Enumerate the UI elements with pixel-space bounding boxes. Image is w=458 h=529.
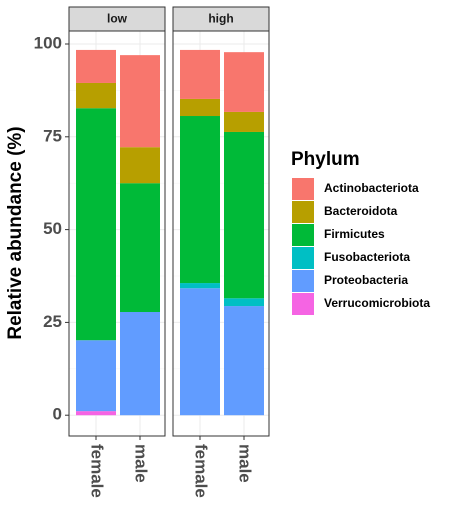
bar-segment <box>180 283 220 289</box>
bar-segment <box>76 49 116 83</box>
bar-segment <box>120 312 160 416</box>
panel-strip <box>172 6 270 32</box>
legend-label: Verrucomicrobiota <box>324 296 430 310</box>
facet-label: high <box>208 12 233 26</box>
y-tick-label: 75 <box>43 126 62 145</box>
legend-label: Fusobacteriota <box>324 250 410 264</box>
y-axis-label: Relative abundance (%) <box>5 126 26 339</box>
bar-segment <box>120 147 160 184</box>
legend-label: Actinobacteriota <box>324 181 419 195</box>
y-tick-label: 100 <box>34 33 62 52</box>
x-tick-label: female <box>88 444 107 498</box>
x-tick-label: male <box>236 444 255 483</box>
bar-segment <box>224 306 264 416</box>
bar-segment <box>180 98 220 117</box>
bar-segment <box>180 288 220 416</box>
legend-key <box>292 224 314 246</box>
legend-key <box>292 247 314 269</box>
legend-label: Firmicutes <box>324 227 385 241</box>
bar-segment <box>224 111 264 132</box>
bar-segment <box>76 411 116 416</box>
y-tick-label: 50 <box>43 219 62 238</box>
x-tick-label: male <box>132 444 151 483</box>
bar-segment <box>224 298 264 307</box>
bar-segment <box>120 183 160 313</box>
panel-border <box>172 30 270 437</box>
panel-border <box>68 30 166 437</box>
legend-key <box>292 270 314 292</box>
bar-segment <box>180 116 220 284</box>
bar-segment <box>224 52 264 112</box>
y-tick-label: 0 <box>53 405 62 424</box>
legend-title: Phylum <box>291 149 360 170</box>
bar-segment <box>180 49 220 99</box>
x-tick-label: female <box>192 444 211 498</box>
legend-label: Proteobacteria <box>324 273 408 287</box>
legend-key <box>292 201 314 223</box>
panel-strip <box>68 6 166 32</box>
legend-key <box>292 178 314 200</box>
bar-segment <box>76 340 116 412</box>
bar-segment <box>76 82 116 109</box>
legend-key <box>292 293 314 315</box>
facet-label: low <box>107 12 128 26</box>
bar-segment <box>76 108 116 341</box>
bar-segment <box>224 131 264 299</box>
y-tick-label: 25 <box>43 312 62 331</box>
legend-label: Bacteroidota <box>324 204 398 218</box>
bar-segment <box>120 55 160 148</box>
